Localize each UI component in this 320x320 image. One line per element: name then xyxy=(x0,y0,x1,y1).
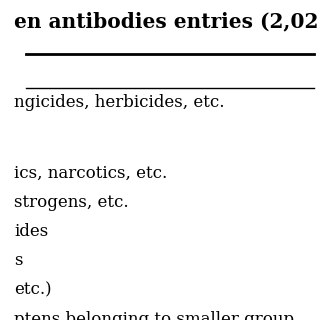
Text: ngicides, herbicides, etc.: ngicides, herbicides, etc. xyxy=(14,94,225,111)
Text: s: s xyxy=(14,252,23,269)
Text: en antibodies entries (2,021): en antibodies entries (2,021) xyxy=(14,11,320,31)
Text: ides: ides xyxy=(14,223,48,240)
Text: ptens belonging to smaller group: ptens belonging to smaller group xyxy=(14,310,294,320)
Text: ics, narcotics, etc.: ics, narcotics, etc. xyxy=(14,164,167,182)
Text: strogens, etc.: strogens, etc. xyxy=(14,194,129,211)
Text: etc.): etc.) xyxy=(14,281,52,298)
